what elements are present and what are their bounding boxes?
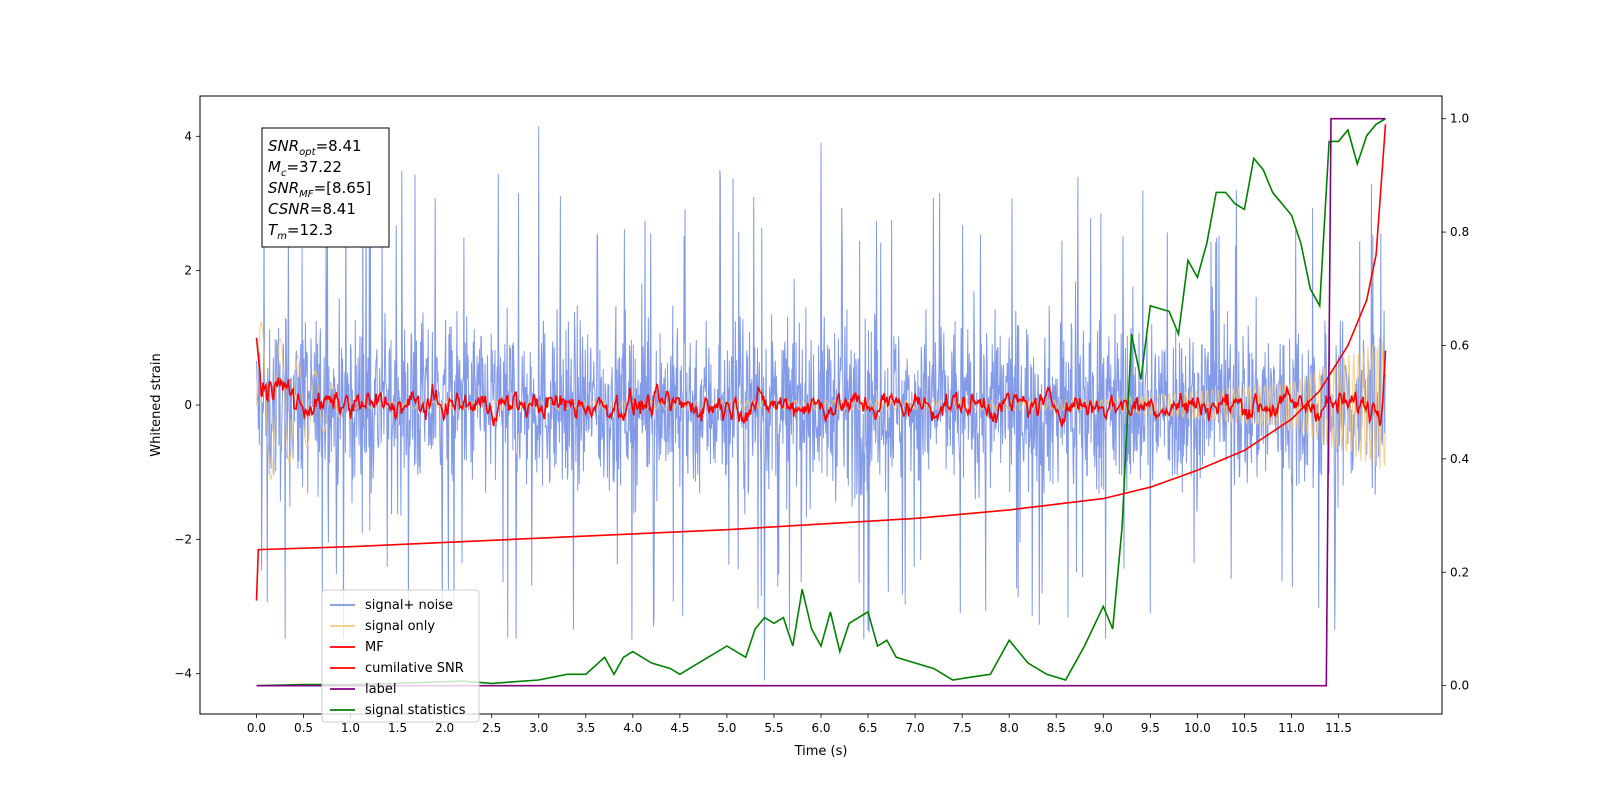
y2-tick-label: 1.0 (1450, 112, 1469, 126)
y-axis-label: Whitened strain (149, 353, 164, 456)
x-tick-label: 0.5 (294, 721, 313, 735)
x-tick-label: 2.0 (435, 721, 454, 735)
legend-label: signal+ noise (365, 598, 453, 613)
series-signal-plus-noise (256, 126, 1386, 681)
x-tick-label: 3.0 (529, 721, 548, 735)
x-tick-label: 10.0 (1184, 721, 1211, 735)
x-tick-label: 5.5 (764, 721, 783, 735)
x-tick-label: 10.5 (1231, 721, 1258, 735)
y-tick-label: 0 (184, 398, 192, 412)
annotation-line: Mc=37.22 (268, 158, 342, 179)
y2-tick-label: 0.6 (1450, 338, 1469, 352)
plot-area (255, 117, 1387, 687)
x-axis: 0.0 0.5 1.0 1.5 2.0 2.5 3.0 3.5 4.0 4.5 5.0 5.5 6.0 6… (247, 714, 1352, 735)
y2-tick-label: 0.0 (1450, 679, 1469, 693)
x-tick-label: 6.0 (811, 721, 830, 735)
x-tick-label: 11.5 (1325, 721, 1352, 735)
x-tick-label: 7.0 (906, 721, 925, 735)
legend-label: label (365, 682, 396, 697)
x-axis-label: Time (s) (794, 744, 848, 759)
x-tick-label: 9.0 (1094, 721, 1113, 735)
series-label (256, 117, 1386, 687)
y2-tick-label: 0.4 (1450, 452, 1469, 466)
x-tick-label: 5.0 (717, 721, 736, 735)
x-tick-label: 8.5 (1047, 721, 1066, 735)
legend-label: cumilative SNR (365, 661, 464, 676)
x-tick-label: 4.0 (623, 721, 642, 735)
x-tick-label: 11.0 (1278, 721, 1305, 735)
series-mf (255, 337, 1387, 427)
legend-label: MF (365, 640, 384, 655)
x-tick-label: 7.5 (953, 721, 972, 735)
y-axis-right: 0.0 0.2 0.4 0.6 0.8 1.0 (1442, 112, 1469, 693)
x-tick-label: 1.5 (388, 721, 407, 735)
stats-annotation-box: SNRopt=8.41Mc=37.22SNRMF=[8.65]CSNR=8.41… (261, 127, 390, 248)
legend-frame (321, 589, 480, 723)
y-tick-label: −2 (174, 532, 192, 546)
legend-label: signal only (365, 619, 435, 634)
y-tick-label: 4 (184, 129, 192, 143)
x-tick-label: 4.5 (670, 721, 689, 735)
annotation-frame (261, 127, 390, 248)
x-tick-label: 2.5 (482, 721, 501, 735)
y2-tick-label: 0.8 (1450, 225, 1469, 239)
x-tick-label: 3.5 (576, 721, 595, 735)
x-tick-label: 9.5 (1141, 721, 1160, 735)
y-tick-label: −4 (174, 667, 192, 681)
x-tick-label: 0.0 (247, 721, 266, 735)
x-tick-label: 6.5 (858, 721, 877, 735)
y-tick-label: 2 (184, 264, 192, 278)
x-tick-label: 1.0 (341, 721, 360, 735)
y2-tick-label: 0.2 (1450, 565, 1469, 579)
series-cumulative-snr (255, 124, 1387, 601)
legend: signal+ noise signal only MF cumilative SNR… (321, 589, 480, 723)
legend-label: signal statistics (365, 703, 466, 718)
annotation-line: SNRMF=[8.65] (268, 179, 371, 200)
annotation-line: SNRopt=8.41 (268, 137, 362, 158)
series-signal-statistics (256, 118, 1386, 687)
y-axis-left: −4 −2 0 2 4 (174, 129, 200, 681)
annotation-line: Tm=12.3 (268, 221, 333, 242)
x-tick-label: 8.0 (1000, 721, 1019, 735)
annotation-line: CSNR=8.41 (268, 200, 356, 218)
